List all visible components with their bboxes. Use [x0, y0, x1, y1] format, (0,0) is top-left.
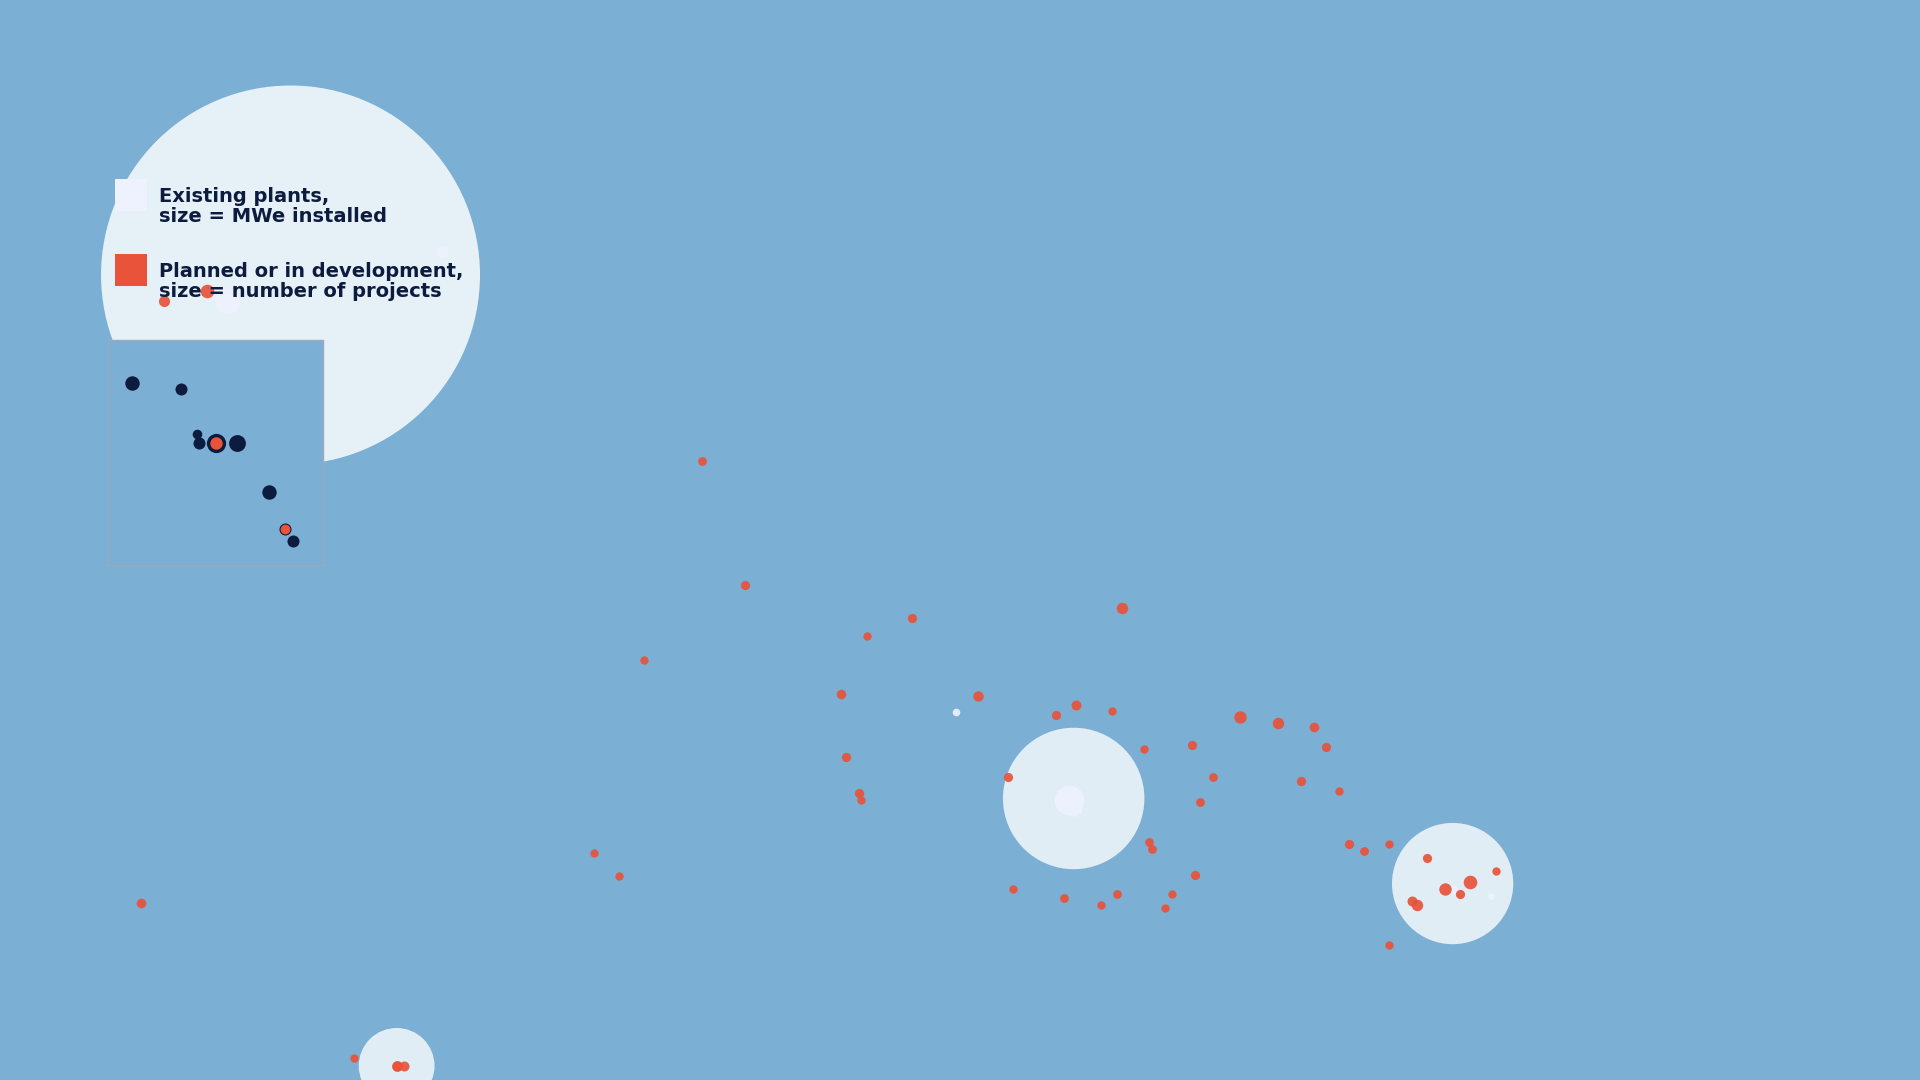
Point	[1375, 835, 1405, 852]
Point	[1350, 842, 1380, 860]
Point	[1311, 739, 1342, 756]
Point	[843, 784, 874, 801]
Point	[127, 894, 157, 912]
Text: Planned or in development,: Planned or in development,	[159, 262, 463, 281]
Text: Existing plants,: Existing plants,	[159, 187, 328, 206]
Point	[578, 845, 609, 862]
Point	[382, 1057, 413, 1075]
Text: size = number of projects: size = number of projects	[159, 282, 442, 301]
Point	[1087, 896, 1117, 914]
Point	[1411, 850, 1442, 867]
Point	[847, 792, 877, 809]
Point	[192, 283, 223, 300]
Point	[630, 651, 660, 669]
Point	[117, 374, 148, 391]
Point	[390, 1057, 420, 1075]
Point	[941, 703, 972, 720]
Point	[1225, 708, 1256, 726]
Point	[1041, 706, 1071, 724]
Point	[831, 748, 862, 766]
Point	[200, 435, 230, 453]
Circle shape	[102, 85, 480, 464]
Point	[826, 686, 856, 703]
Point	[1375, 936, 1405, 954]
Point	[1102, 886, 1133, 903]
Point	[1135, 833, 1165, 850]
Point	[993, 769, 1023, 786]
Point	[1480, 862, 1511, 879]
Point	[1446, 886, 1476, 903]
Point	[1150, 900, 1181, 917]
Point	[1129, 741, 1160, 758]
Point	[1455, 873, 1486, 890]
Point	[1475, 888, 1505, 905]
Point	[1298, 718, 1329, 735]
Point	[687, 451, 718, 469]
Point	[221, 435, 252, 453]
Bar	[115, 179, 148, 211]
Point	[150, 293, 180, 310]
Point	[1177, 737, 1208, 754]
Point	[603, 867, 634, 885]
Point	[851, 627, 881, 645]
Bar	[108, 340, 323, 565]
Point	[184, 435, 215, 453]
Point	[1430, 880, 1461, 897]
Text: size = MWe installed: size = MWe installed	[159, 207, 388, 226]
Point	[426, 243, 457, 260]
Circle shape	[1002, 728, 1144, 869]
Point	[1438, 880, 1469, 897]
Point	[1106, 599, 1137, 617]
Point	[730, 577, 760, 594]
Point	[897, 609, 927, 626]
Circle shape	[1392, 823, 1513, 944]
Point	[200, 435, 230, 453]
Point	[1062, 696, 1092, 713]
Point	[271, 519, 301, 537]
Point	[1137, 840, 1167, 858]
Point	[1286, 772, 1317, 789]
Point	[998, 880, 1029, 897]
Point	[1179, 866, 1210, 883]
Point	[271, 519, 301, 537]
Point	[211, 293, 242, 310]
Point	[1334, 835, 1365, 852]
Bar	[115, 254, 148, 286]
Point	[253, 484, 284, 501]
Point	[1323, 782, 1354, 799]
Point	[962, 688, 993, 705]
Point	[278, 532, 309, 550]
Point	[1096, 702, 1127, 719]
Point	[1158, 886, 1188, 903]
Point	[1398, 893, 1428, 910]
Point	[1185, 794, 1215, 811]
Point	[1198, 769, 1229, 786]
Point	[338, 1050, 369, 1067]
Point	[1054, 792, 1085, 809]
Point	[165, 380, 196, 397]
Circle shape	[359, 1028, 434, 1080]
Point	[1048, 889, 1079, 906]
Point	[1058, 799, 1089, 816]
Point	[180, 426, 211, 443]
Point	[1402, 896, 1432, 914]
Point	[1263, 715, 1294, 732]
